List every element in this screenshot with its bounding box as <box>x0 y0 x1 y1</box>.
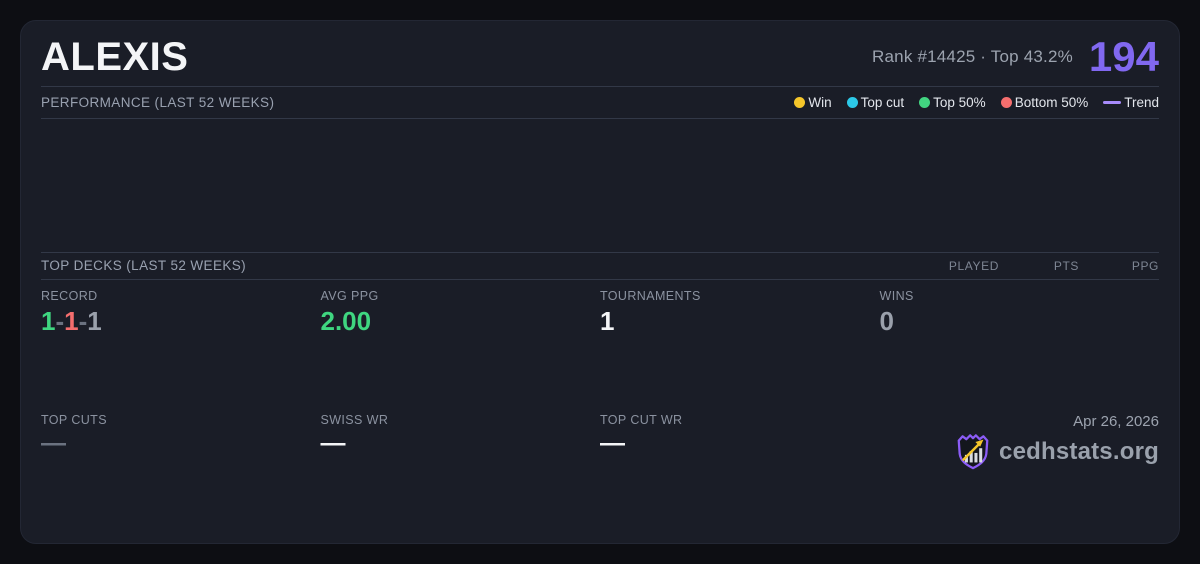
brand-text: cedhstats.org <box>999 437 1159 465</box>
divider <box>41 278 1159 280</box>
legend-item-topcut: Top cut <box>846 95 905 110</box>
date-text: Apr 26, 2026 <box>1073 412 1159 430</box>
win-dot-icon <box>794 97 806 108</box>
performance-section-title: PERFORMANCE (LAST 52 WEEKS) <box>41 95 275 110</box>
top-decks-header-row: TOP DECKS (LAST 52 WEEKS) PLAYED PTS PPG <box>41 253 1159 279</box>
top-cuts-value: — <box>41 428 66 457</box>
top-decks-columns: PLAYED PTS PPG <box>919 259 1159 273</box>
stat-avg-ppg: AVG PPG 2.00 <box>321 289 601 413</box>
player-score: 194 <box>1088 32 1159 80</box>
divider <box>41 86 1159 87</box>
chart-legend: Win Top cut Top 50% Bottom 50% Trend <box>794 95 1159 110</box>
legend-label: Top 50% <box>933 95 986 110</box>
record-separator: - <box>55 305 65 336</box>
stat-wins: WINS 0 <box>880 289 1160 413</box>
stat-top-cut-wr: TOP CUT WR — <box>600 413 880 537</box>
top50-dot-icon <box>919 97 931 108</box>
record-draws: 1 <box>87 305 102 336</box>
divider <box>41 251 1159 253</box>
performance-header-row: PERFORMANCE (LAST 52 WEEKS) Win Top cut … <box>41 87 1159 118</box>
stat-label: SWISS WR <box>320 412 389 427</box>
record-wins: 1 <box>41 305 56 336</box>
tournaments-value: 1 <box>600 305 615 336</box>
swiss-wr-value: — <box>320 428 346 457</box>
stat-label: TOURNAMENTS <box>600 288 701 303</box>
stats-grid: RECORD 1-1-1 AVG PPG 2.00 TOURNAMENTS 1 … <box>41 280 1159 544</box>
stat-label: RECORD <box>41 288 98 303</box>
legend-label: Top cut <box>860 95 905 110</box>
stat-tournaments: TOURNAMENTS 1 <box>600 289 880 413</box>
wins-value: 0 <box>879 305 894 336</box>
legend-label: Bottom 50% <box>1014 95 1089 110</box>
legend-item-bottom50: Bottom 50% <box>1000 95 1089 110</box>
brand-row[interactable]: cedhstats.org <box>955 433 1159 471</box>
stat-label: WINS <box>879 288 914 303</box>
player-name: ALEXIS <box>41 34 189 79</box>
record-separator: - <box>78 305 88 336</box>
stat-label: TOP CUT WR <box>600 412 683 427</box>
bottom50-dot-icon <box>1000 97 1012 108</box>
stat-swiss-wr: SWISS WR — <box>321 413 601 537</box>
column-header-played: PLAYED <box>948 258 999 273</box>
divider <box>41 118 1159 119</box>
topcut-dot-icon <box>846 97 858 108</box>
stat-label: TOP CUTS <box>41 412 107 427</box>
legend-label: Trend <box>1124 95 1159 110</box>
cedhstats-logo-icon <box>957 433 989 470</box>
trend-line-icon <box>1103 101 1122 104</box>
record-value: 1-1-1 <box>41 305 321 336</box>
performance-chart <box>41 119 1159 252</box>
column-header-pts: PTS <box>1053 258 1079 273</box>
legend-item-top50: Top 50% <box>919 95 986 110</box>
legend-label: Win <box>808 95 832 110</box>
stat-top-cuts: TOP CUTS — <box>41 413 321 537</box>
legend-item-win: Win <box>794 95 832 110</box>
card-header: ALEXIS Rank #14425 · Top 43.2% 194 <box>41 21 1159 86</box>
rank-block: Rank #14425 · Top 43.2% 194 <box>872 32 1159 80</box>
column-header-ppg: PPG <box>1131 258 1159 273</box>
top-decks-section-title: TOP DECKS (LAST 52 WEEKS) <box>41 258 247 273</box>
rank-text: Rank #14425 · Top 43.2% <box>872 46 1073 66</box>
footer-block: Apr 26, 2026 cedhstats.org <box>880 412 1159 537</box>
player-stats-card: ALEXIS Rank #14425 · Top 43.2% 194 PERFO… <box>20 20 1180 544</box>
top-cut-wr-value: — <box>600 428 625 457</box>
stat-record: RECORD 1-1-1 <box>41 289 321 413</box>
legend-item-trend: Trend <box>1103 95 1159 110</box>
record-losses: 1 <box>64 305 79 336</box>
stat-label: AVG PPG <box>320 288 379 303</box>
avg-ppg-value: 2.00 <box>320 305 372 336</box>
